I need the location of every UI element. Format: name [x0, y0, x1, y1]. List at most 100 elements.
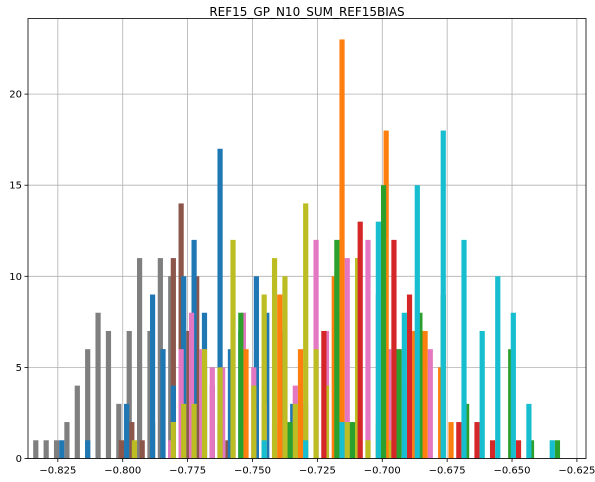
- y-tick-label: 10: [9, 272, 22, 283]
- histogram-bar: [126, 330, 132, 459]
- histogram-bar: [160, 349, 166, 459]
- histogram-bar: [321, 330, 327, 459]
- histogram-bar: [261, 440, 267, 459]
- histogram-bar: [168, 440, 174, 459]
- histogram-bar: [339, 422, 345, 459]
- histogram-bar: [149, 294, 156, 459]
- y-tick-label: 15: [9, 181, 22, 192]
- x-tick-label: −0.625: [558, 466, 595, 477]
- histogram-bar: [554, 440, 561, 459]
- histogram-bar: [365, 440, 371, 459]
- histogram-bar: [238, 312, 244, 459]
- histogram-bar: [124, 403, 130, 459]
- histogram-bar: [344, 422, 350, 459]
- histogram-bar: [344, 258, 350, 459]
- histogram-bar: [137, 258, 143, 459]
- histogram-bar: [448, 422, 454, 459]
- histogram-bar: [85, 440, 91, 459]
- histogram-bar: [170, 258, 176, 459]
- histogram-bar: [375, 221, 381, 459]
- histogram-bar: [59, 440, 65, 459]
- histogram-bar: [131, 440, 138, 459]
- histogram-bar: [168, 276, 174, 459]
- histogram-bar: [43, 440, 49, 459]
- bars: [33, 39, 561, 459]
- histogram-bar: [479, 330, 485, 459]
- x-tick-label: −0.800: [104, 466, 141, 477]
- histogram-bar: [181, 403, 187, 459]
- histogram-bar: [170, 422, 176, 459]
- y-tick-label: 0: [16, 454, 22, 465]
- histogram-bar: [287, 422, 293, 459]
- histogram-bar: [422, 330, 428, 459]
- histogram-bar: [116, 403, 122, 459]
- y-tick-label: 5: [16, 363, 22, 374]
- x-tick-label: −0.725: [299, 466, 336, 477]
- histogram-bar: [515, 440, 522, 459]
- histogram-bar: [365, 239, 371, 459]
- histogram-bar: [414, 185, 420, 459]
- histogram-bar: [118, 440, 125, 459]
- x-tick-label: −0.675: [429, 466, 466, 477]
- histogram-bar: [292, 403, 298, 459]
- histogram-bar: [461, 239, 467, 459]
- histogram-bar: [391, 239, 397, 459]
- histogram-bar: [510, 312, 516, 459]
- histogram-bar: [401, 312, 407, 459]
- histogram-bar: [549, 440, 555, 459]
- tick-labels: −0.825 −0.800 −0.775 −0.750 −0.725 −0.700 −0.6…: [9, 90, 595, 477]
- histogram-bar: [297, 349, 304, 459]
- histogram-bar: [85, 349, 91, 459]
- x-tick-label: −0.825: [39, 466, 76, 477]
- histogram-bar: [194, 276, 200, 459]
- histogram-bar: [349, 422, 356, 459]
- histogram-bar: [139, 440, 145, 459]
- histogram-bar: [282, 276, 288, 459]
- histogram-bar: [440, 130, 446, 459]
- histogram-bar: [105, 330, 112, 459]
- histogram-bar: [261, 294, 267, 459]
- plot-frame: [27, 18, 587, 459]
- histogram-bar: [251, 385, 257, 459]
- y-tick-label: 20: [9, 90, 22, 101]
- histogram-series: [321, 221, 522, 459]
- histogram-bar: [277, 294, 283, 459]
- x-tick-label: −0.750: [234, 466, 271, 477]
- histogram-bar: [474, 422, 480, 459]
- histogram-bar: [201, 349, 208, 459]
- histogram-bar: [489, 440, 496, 459]
- histogram-bar: [191, 403, 197, 459]
- histogram-bar: [271, 258, 278, 459]
- chart-title: REF15_GP_N10_SUM_REF15BIAS: [209, 5, 404, 19]
- histogram-bar: [188, 312, 195, 459]
- histogram-series: [59, 148, 296, 459]
- histogram-bar: [33, 440, 39, 459]
- histogram-bar: [157, 258, 163, 459]
- histogram-bar: [209, 367, 215, 459]
- histogram-bar: [95, 312, 101, 459]
- histogram-bar: [406, 294, 413, 459]
- histogram-bar: [313, 349, 319, 459]
- histogram-series: [261, 130, 555, 459]
- x-tick-label: −0.700: [364, 466, 401, 477]
- x-tick-label: −0.650: [494, 466, 531, 477]
- x-tick-label: −0.775: [169, 466, 206, 477]
- histogram-bar: [396, 349, 402, 459]
- histogram-bar: [339, 39, 345, 459]
- histogram-bar: [64, 422, 70, 459]
- histogram-bar: [334, 239, 340, 459]
- histogram-bar: [303, 203, 309, 459]
- histogram-bar: [53, 440, 60, 459]
- histogram-bar: [217, 367, 223, 459]
- histogram-bar: [243, 349, 249, 459]
- histogram-bar: [217, 148, 223, 459]
- histogram-bar: [495, 276, 501, 459]
- histogram-bar: [526, 403, 532, 459]
- histogram-bar: [74, 385, 80, 459]
- histogram-bar: [456, 422, 462, 459]
- histogram-bar: [380, 185, 387, 459]
- histogram-bar: [303, 440, 309, 459]
- histogram-bar: [357, 221, 363, 459]
- histogram-bar: [427, 349, 433, 459]
